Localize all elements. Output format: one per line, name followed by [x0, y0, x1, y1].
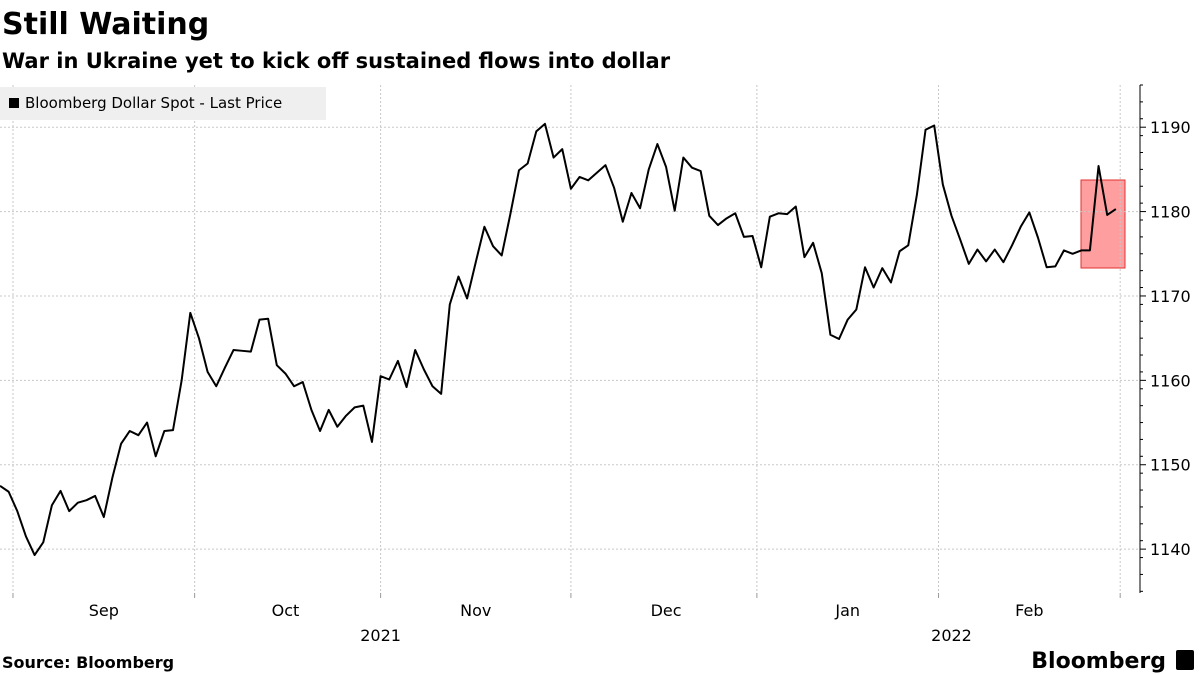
- legend: Bloomberg Dollar Spot - Last Price: [0, 87, 326, 120]
- x-tick-label: Feb: [1015, 601, 1043, 620]
- x-tick-label: Oct: [272, 601, 300, 620]
- chart-title: Still Waiting: [2, 7, 209, 42]
- line: [0, 122, 1117, 557]
- y-tick-label: 1180: [1150, 203, 1191, 222]
- x-tick-label: Dec: [651, 601, 682, 620]
- brand-icon: [1176, 650, 1194, 670]
- x-year-label: 2021: [360, 626, 401, 645]
- source: Source: Bloomberg: [2, 653, 174, 672]
- x-tick-label: Sep: [89, 601, 119, 620]
- legend-label: Bloomberg Dollar Spot - Last Price: [25, 94, 282, 112]
- chart-subtitle: War in Ukraine yet to kick off sustained…: [2, 49, 671, 73]
- legend-swatch: [9, 98, 19, 108]
- x-year-label: 2022: [931, 626, 972, 645]
- y-tick-label: 1170: [1150, 287, 1191, 306]
- x-tick-label: Jan: [834, 601, 860, 620]
- x-tick-label: Nov: [460, 601, 491, 620]
- y-tick-label: 1140: [1150, 540, 1191, 559]
- y-tick-label: 1160: [1150, 371, 1191, 390]
- y-tick-label: 1190: [1150, 118, 1191, 137]
- brand: Bloomberg: [1031, 649, 1166, 674]
- y-tick-label: 1150: [1150, 456, 1191, 475]
- legend-box: [0, 87, 326, 120]
